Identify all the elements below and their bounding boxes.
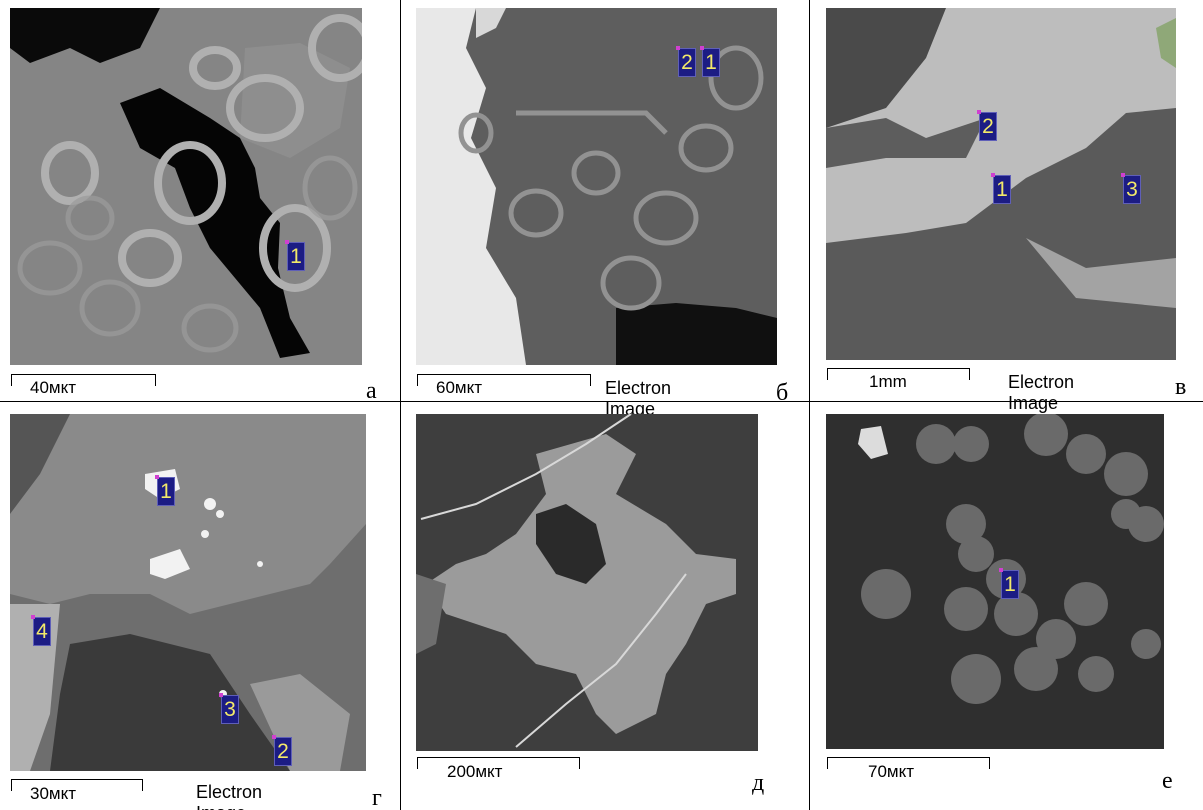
grid-line-vertical-1 xyxy=(400,0,401,810)
sem-image-e: 1 xyxy=(826,414,1164,749)
scale-bar-g xyxy=(11,779,143,791)
marker-e-1: 1 xyxy=(999,568,1019,599)
marker-v-2: 2 xyxy=(977,110,997,141)
marker-a-1: 1 xyxy=(285,240,305,271)
grid-line-horizontal xyxy=(0,401,1203,402)
sem-image-a: 1 xyxy=(10,8,362,365)
panel-letter-g: г xyxy=(372,785,382,810)
scale-label-g: 30мкт xyxy=(30,784,77,803)
scale-label-a: 40мкт xyxy=(30,378,77,397)
scale-bar-a xyxy=(11,374,156,386)
panel-letter-b: б xyxy=(776,380,789,406)
caption-v: Electron Image xyxy=(1008,372,1075,413)
marker-g-3: 3 xyxy=(219,693,239,724)
scale-label-d: 200мкт xyxy=(447,762,503,781)
sem-image-b: 2 1 xyxy=(416,8,777,365)
grid-line-vertical-2 xyxy=(809,0,810,810)
panel-letter-a: а xyxy=(366,378,377,404)
panel-letter-v: в xyxy=(1175,374,1187,400)
scale-bar-b xyxy=(417,374,591,386)
scale-label-e: 70мкт xyxy=(868,762,915,781)
marker-v-3: 3 xyxy=(1121,173,1141,204)
panel-letter-e: е xyxy=(1162,768,1173,794)
sem-image-d xyxy=(416,414,758,751)
scale-bar-d xyxy=(417,757,580,769)
scale-bar-e xyxy=(827,757,990,769)
sem-image-v: 2 1 3 xyxy=(826,8,1176,360)
marker-g-1: 1 xyxy=(155,475,175,506)
scale-label-b: 60мкт xyxy=(436,378,483,397)
marker-b-1: 1 xyxy=(700,46,720,77)
marker-b-2: 2 xyxy=(676,46,696,77)
caption-g: Electron Image xyxy=(196,782,263,810)
marker-v-1: 1 xyxy=(991,173,1011,204)
scale-bar-v xyxy=(827,368,970,380)
marker-g-4: 4 xyxy=(31,615,51,646)
scale-label-v: 1mm xyxy=(869,372,907,391)
marker-g-2: 2 xyxy=(272,735,292,766)
sem-image-g: 1 4 3 2 xyxy=(10,414,366,771)
panel-letter-d: д xyxy=(752,770,765,796)
